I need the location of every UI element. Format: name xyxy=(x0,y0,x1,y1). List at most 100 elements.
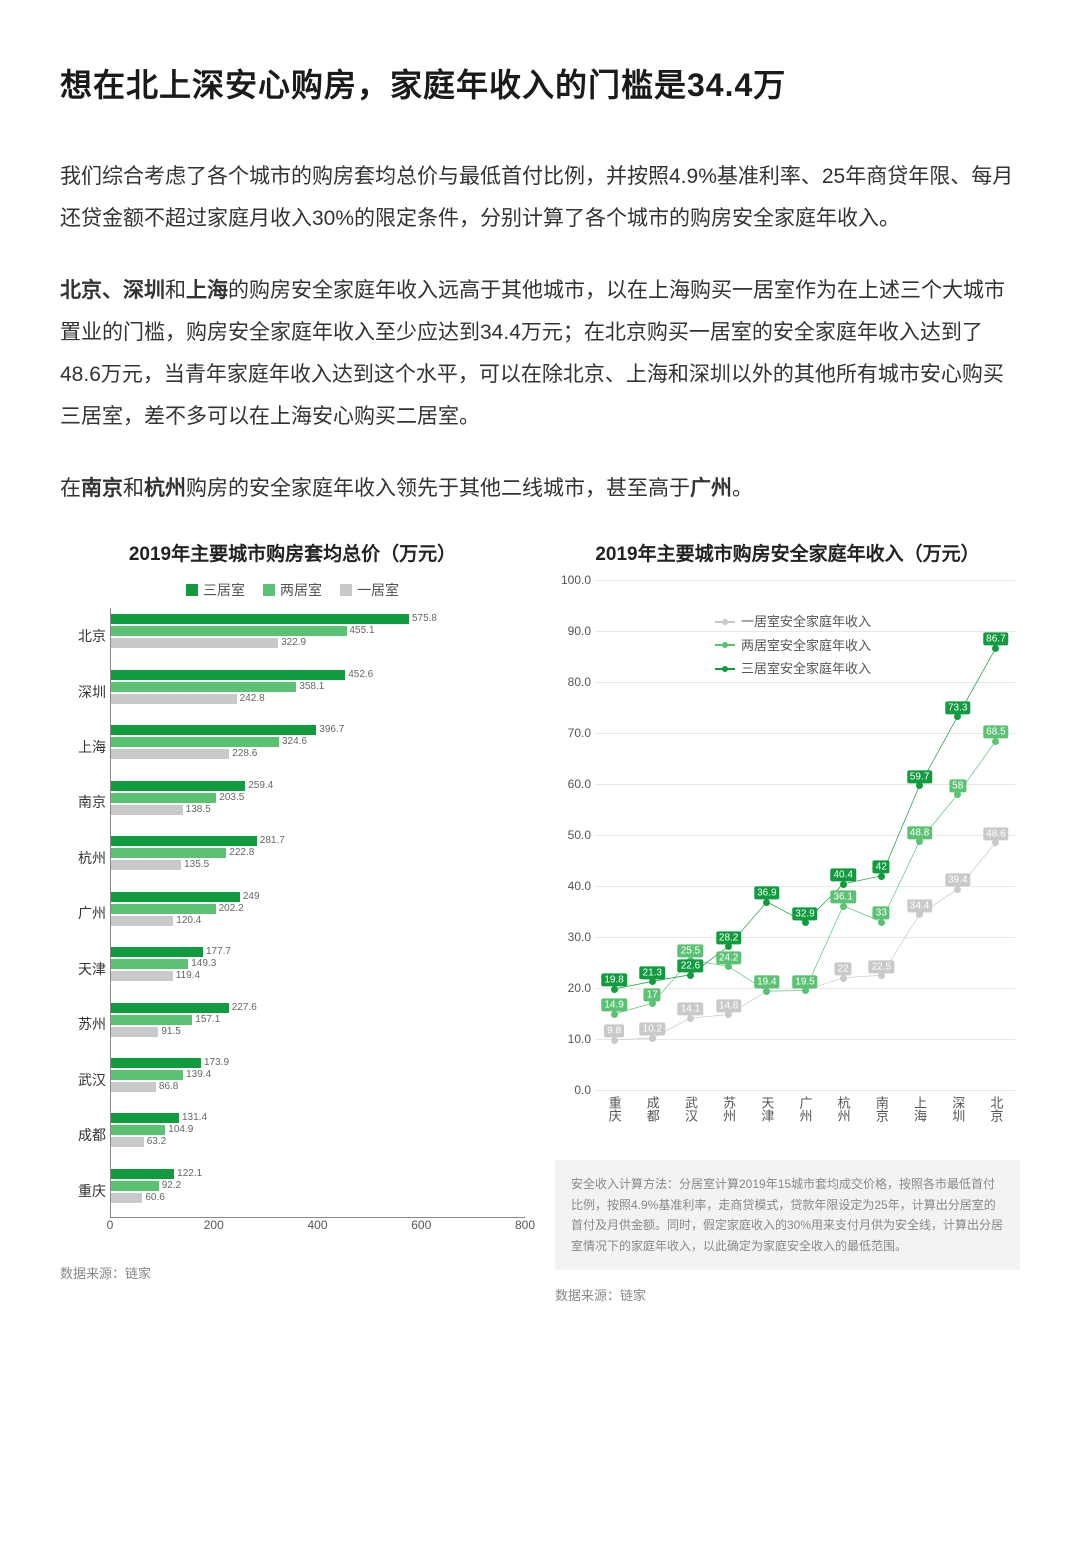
ytick: 80.0 xyxy=(555,675,591,689)
data-point xyxy=(878,873,885,880)
ytick: 30.0 xyxy=(555,930,591,944)
data-point xyxy=(687,1015,694,1022)
bar: 249 xyxy=(111,892,240,902)
bar: 104.9 xyxy=(111,1125,165,1135)
bar-value-label: 452.6 xyxy=(345,669,373,680)
bar: 281.7 xyxy=(111,836,257,846)
ytick: 20.0 xyxy=(555,981,591,995)
xtick: 800 xyxy=(515,1218,535,1232)
bar: 575.8 xyxy=(111,614,409,624)
point-label: 39.4 xyxy=(945,874,970,887)
data-point xyxy=(611,1011,618,1018)
paragraph-2: 北京、深圳和上海的购房安全家庭年收入远高于其他城市，以在上海购买一居室作为在上述… xyxy=(60,270,1020,438)
ytick: 10.0 xyxy=(555,1032,591,1046)
data-point xyxy=(687,972,694,979)
xtick: 200 xyxy=(204,1218,224,1232)
point-label: 48.8 xyxy=(907,826,932,839)
bar-value-label: 138.5 xyxy=(183,804,211,815)
bar-city-label: 杭州 xyxy=(61,848,106,868)
bar-value-label: 135.5 xyxy=(181,859,209,870)
bar: 396.7 xyxy=(111,725,316,735)
bar-value-label: 575.8 xyxy=(409,613,437,624)
line-chart-title: 2019年主要城市购房安全家庭年收入（万元） xyxy=(555,540,1020,570)
bar-city-label: 广州 xyxy=(61,903,106,923)
data-point xyxy=(649,978,656,985)
bar: 322.9 xyxy=(111,638,278,648)
bar: 455.1 xyxy=(111,626,347,636)
data-point xyxy=(802,987,809,994)
data-point xyxy=(916,838,923,845)
bar-value-label: 177.7 xyxy=(203,946,231,957)
data-point xyxy=(840,903,847,910)
point-label: 22.5 xyxy=(869,960,894,973)
data-point xyxy=(840,881,847,888)
bar: 122.1 xyxy=(111,1169,174,1179)
bar-chart-legend: 三居室两居室一居室 xyxy=(60,580,525,600)
bar: 138.5 xyxy=(111,805,183,815)
bar: 131.4 xyxy=(111,1113,179,1123)
bar: 135.5 xyxy=(111,860,181,870)
data-point xyxy=(611,986,618,993)
point-label: 34.4 xyxy=(907,899,932,912)
bar-value-label: 92.2 xyxy=(159,1180,181,1191)
point-label: 19.8 xyxy=(601,974,626,987)
bar-value-label: 131.4 xyxy=(179,1112,207,1123)
bar-value-label: 281.7 xyxy=(257,835,285,846)
bar: 173.9 xyxy=(111,1058,201,1068)
bar: 242.8 xyxy=(111,694,237,704)
xtick: 400 xyxy=(307,1218,327,1232)
bar: 228.6 xyxy=(111,749,229,759)
bar-value-label: 228.6 xyxy=(229,748,257,759)
bar-value-label: 119.4 xyxy=(173,970,200,981)
bar: 177.7 xyxy=(111,947,203,957)
bar-value-label: 242.8 xyxy=(237,693,265,704)
point-label: 14.1 xyxy=(678,1003,703,1016)
line-chart: 2019年主要城市购房安全家庭年收入（万元） 一居室安全家庭年收入两居室安全家庭… xyxy=(555,540,1020,1304)
point-label: 28.2 xyxy=(716,931,741,944)
ytick: 0.0 xyxy=(555,1083,591,1097)
bar: 452.6 xyxy=(111,670,345,680)
bar-value-label: 122.1 xyxy=(174,1168,202,1179)
bar-value-label: 203.5 xyxy=(216,792,244,803)
xtick: 北京 xyxy=(986,1096,1005,1122)
data-point xyxy=(649,1035,656,1042)
gridline xyxy=(595,1090,1015,1091)
bar-city-label: 成都 xyxy=(61,1125,106,1145)
bar-chart-title: 2019年主要城市购房套均总价（万元） xyxy=(60,540,525,570)
bar-value-label: 202.2 xyxy=(216,903,244,914)
point-label: 68.5 xyxy=(983,725,1008,738)
bar: 157.1 xyxy=(111,1015,192,1025)
point-label: 22.6 xyxy=(678,960,703,973)
point-label: 33 xyxy=(873,906,890,919)
bar: 60.6 xyxy=(111,1193,142,1203)
bar: 324.6 xyxy=(111,737,279,747)
body-text: 我们综合考虑了各个城市的购房套均总价与最低首付比例，并按照4.9%基准利率、25… xyxy=(60,156,1020,510)
xtick: 武汉 xyxy=(681,1096,700,1122)
point-label: 36.1 xyxy=(830,891,855,904)
point-label: 24.2 xyxy=(716,951,741,964)
point-label: 48.6 xyxy=(983,827,1008,840)
bar-value-label: 63.2 xyxy=(144,1136,166,1147)
point-label: 42 xyxy=(873,861,890,874)
bar-value-label: 259.4 xyxy=(245,780,273,791)
bar: 259.4 xyxy=(111,781,245,791)
line-chart-plot: 一居室安全家庭年收入两居室安全家庭年收入三居室安全家庭年收入 0.010.020… xyxy=(595,580,1015,1090)
point-label: 86.7 xyxy=(983,633,1008,646)
point-label: 73.3 xyxy=(945,701,970,714)
point-label: 9.8 xyxy=(604,1025,624,1038)
bar: 120.4 xyxy=(111,916,173,926)
xtick: 上海 xyxy=(910,1096,929,1122)
xtick: 成都 xyxy=(643,1096,662,1122)
bar-value-label: 104.9 xyxy=(165,1124,193,1135)
ytick: 60.0 xyxy=(555,777,591,791)
bar: 202.2 xyxy=(111,904,216,914)
bar-value-label: 324.6 xyxy=(279,736,307,747)
data-point xyxy=(649,1000,656,1007)
ytick: 70.0 xyxy=(555,726,591,740)
point-label: 17 xyxy=(644,988,661,1001)
bar-chart-source: 数据来源：链家 xyxy=(60,1263,525,1282)
bar-value-label: 149.3 xyxy=(188,958,216,969)
point-label: 59.7 xyxy=(907,770,932,783)
bar: 222.8 xyxy=(111,848,226,858)
bar: 149.3 xyxy=(111,959,188,969)
